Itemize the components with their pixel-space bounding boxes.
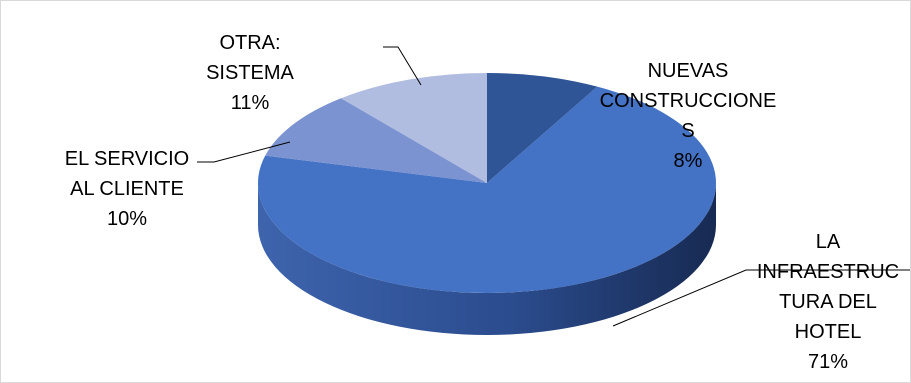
pie-slice-1[interactable] <box>258 86 716 293</box>
data-label-3: OTRA: SISTEMA 11% <box>206 32 294 114</box>
slice-category-label: CONSTRUCCIONE <box>600 90 777 112</box>
slice-category-label: EL SERVICIO <box>65 148 190 170</box>
pie-slice-2[interactable] <box>265 98 487 183</box>
data-label-2: EL SERVICIO AL CLIENTE 10% <box>65 148 190 230</box>
slice-percent-label: 71% <box>808 351 848 373</box>
slice-category-label: AL CLIENTE <box>70 178 184 200</box>
slice-category-label: SISTEMA <box>206 62 294 84</box>
data-label-0: NUEVAS CONSTRUCCIONE S 8% <box>600 60 777 172</box>
pie-slice-0[interactable] <box>487 73 598 183</box>
slice-category-label: NUEVAS <box>648 60 729 82</box>
slice-category-label: S <box>681 120 694 142</box>
pie-side-wall <box>258 183 716 335</box>
slice-category-label: OTRA: <box>219 32 280 54</box>
slice-category-label: INFRAESTRUC <box>757 261 899 283</box>
slice-category-label: LA <box>816 231 841 253</box>
pie-slice-3[interactable] <box>341 73 487 183</box>
slice-category-label: TURA DEL <box>779 291 877 313</box>
leader-line-1 <box>612 269 910 327</box>
data-label-1: LA INFRAESTRUC TURA DEL HOTEL 71% <box>757 231 899 373</box>
leader-line-3 <box>383 46 422 86</box>
slice-category-label: HOTEL <box>795 321 862 343</box>
leader-line-2 <box>197 141 291 163</box>
slice-percent-label: 10% <box>107 208 147 230</box>
slice-percent-label: 11% <box>231 92 270 114</box>
slice-percent-label: 8% <box>674 150 703 172</box>
